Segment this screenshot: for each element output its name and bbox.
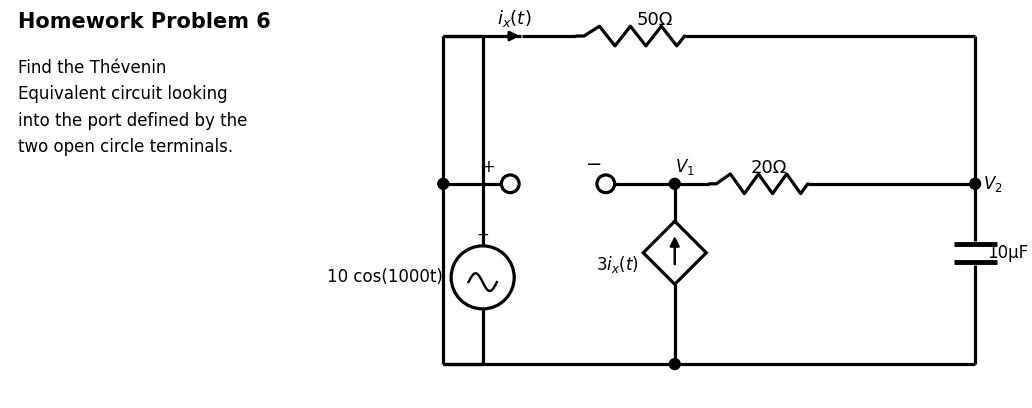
Text: $V_2$: $V_2$: [983, 174, 1003, 194]
Circle shape: [670, 359, 680, 370]
Text: +: +: [477, 228, 489, 243]
Text: +: +: [482, 158, 495, 176]
Text: 20Ω: 20Ω: [750, 159, 786, 177]
Text: $3i_x(t)$: $3i_x(t)$: [595, 254, 639, 275]
Circle shape: [596, 175, 615, 193]
Circle shape: [438, 178, 449, 189]
Text: 10 cos(1000t): 10 cos(1000t): [327, 268, 444, 286]
Text: −: −: [586, 155, 602, 174]
Circle shape: [670, 178, 680, 189]
Circle shape: [970, 178, 980, 189]
Text: 50Ω: 50Ω: [637, 11, 673, 29]
Circle shape: [502, 175, 519, 193]
Text: 10μF: 10μF: [987, 244, 1028, 262]
Text: Find the Thévenin
Equivalent circuit looking
into the port defined by the
two op: Find the Thévenin Equivalent circuit loo…: [18, 59, 247, 156]
Text: $V_1$: $V_1$: [675, 157, 695, 177]
Text: $i_x(t)$: $i_x(t)$: [497, 8, 531, 29]
Text: Homework Problem 6: Homework Problem 6: [18, 12, 270, 32]
